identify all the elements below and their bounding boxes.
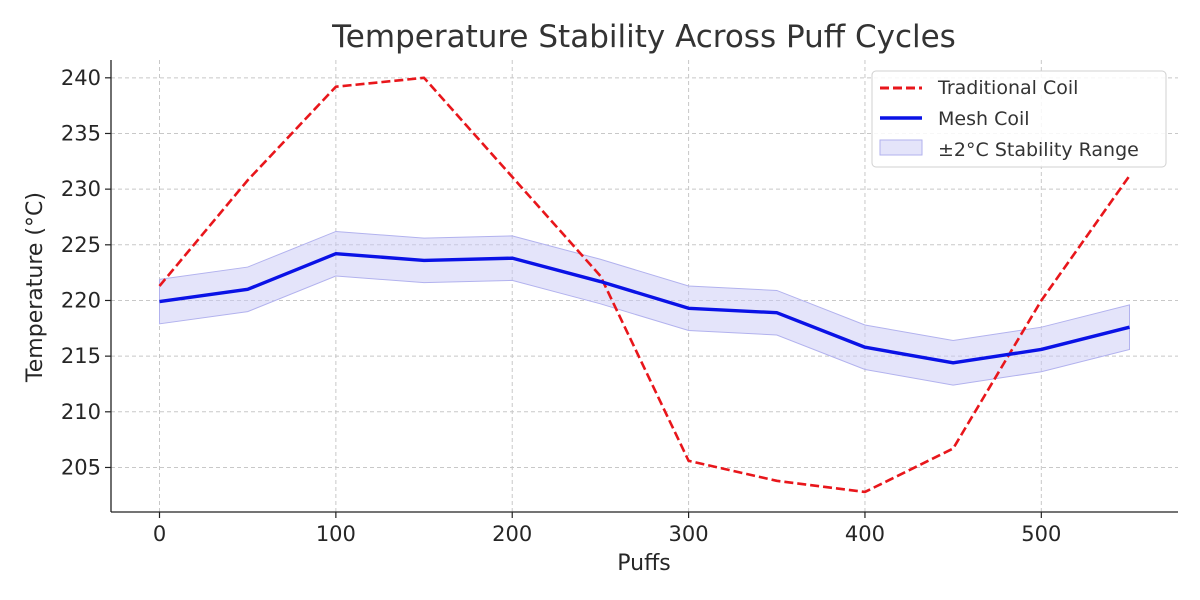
data-point-traditional-coil-350	[775, 479, 778, 482]
y-tick-label-205: 205	[61, 455, 101, 479]
y-tick-label-215: 215	[61, 344, 101, 368]
data-point-mesh-coil-350	[775, 311, 778, 314]
data-point-traditional-coil-150	[423, 76, 426, 79]
legend-label-stability-range: ±2°C Stability Range	[938, 139, 1139, 161]
data-point-traditional-coil-500	[1040, 299, 1043, 302]
data-point-traditional-coil-400	[863, 490, 866, 493]
series-line-mesh-coil	[159, 252, 1130, 365]
chart-title: Temperature Stability Across Puff Cycles	[331, 19, 956, 55]
y-tick-label-230: 230	[61, 177, 101, 201]
data-point-mesh-coil-0	[158, 300, 161, 303]
y-axis-label: Temperature (°C)	[23, 192, 48, 383]
axes	[105, 60, 1178, 518]
x-tick-label-0: 0	[153, 522, 166, 546]
legend-swatch-stability-range	[879, 139, 923, 156]
x-tick-label-200: 200	[492, 522, 532, 546]
legend-label-mesh-coil: Mesh Coil	[938, 108, 1030, 130]
stability-band	[159, 230, 1130, 386]
data-point-traditional-coil-250	[599, 274, 602, 277]
legend-label-traditional-coil: Traditional Coil	[937, 77, 1078, 99]
series-lines-layer	[158, 76, 1131, 494]
data-point-mesh-coil-550	[1128, 326, 1131, 329]
legend-frame	[871, 70, 1167, 168]
data-point-traditional-coil-300	[687, 459, 690, 462]
data-point-mesh-coil-50	[246, 288, 249, 291]
data-point-traditional-coil-100	[334, 85, 337, 88]
data-point-traditional-coil-0	[158, 285, 161, 288]
legend: Traditional Coil Mesh Coil ±2°C Stabilit…	[871, 70, 1167, 168]
x-tick-label-500: 500	[1021, 522, 1061, 546]
y-tick-label-235: 235	[61, 121, 101, 145]
data-point-traditional-coil-50	[246, 179, 249, 182]
stability-band-layer	[159, 230, 1130, 386]
x-tick-label-400: 400	[845, 522, 885, 546]
data-point-traditional-coil-550	[1128, 174, 1131, 177]
data-point-mesh-coil-450	[952, 361, 955, 364]
x-tick-label-300: 300	[669, 522, 709, 546]
y-tick-label-240: 240	[61, 66, 101, 90]
x-axis-label: Puffs	[617, 551, 670, 576]
data-point-mesh-coil-400	[863, 346, 866, 349]
y-tick-label-220: 220	[61, 288, 101, 312]
data-point-mesh-coil-200	[511, 257, 514, 260]
tick-labels: 0 100 200 300 400 500 205 210 215 220 225 230 235 240	[61, 66, 1061, 546]
series-line-traditional-coil	[158, 76, 1131, 494]
data-point-traditional-coil-450	[952, 447, 955, 450]
data-point-mesh-coil-250	[599, 280, 602, 283]
y-tick-label-225: 225	[61, 233, 101, 257]
data-point-mesh-coil-500	[1040, 348, 1043, 351]
data-point-traditional-coil-200	[511, 175, 514, 178]
data-point-mesh-coil-300	[687, 307, 690, 310]
x-tick-label-100: 100	[316, 522, 356, 546]
data-point-mesh-coil-150	[423, 259, 426, 262]
y-tick-label-210: 210	[61, 400, 101, 424]
data-point-mesh-coil-100	[334, 252, 337, 255]
